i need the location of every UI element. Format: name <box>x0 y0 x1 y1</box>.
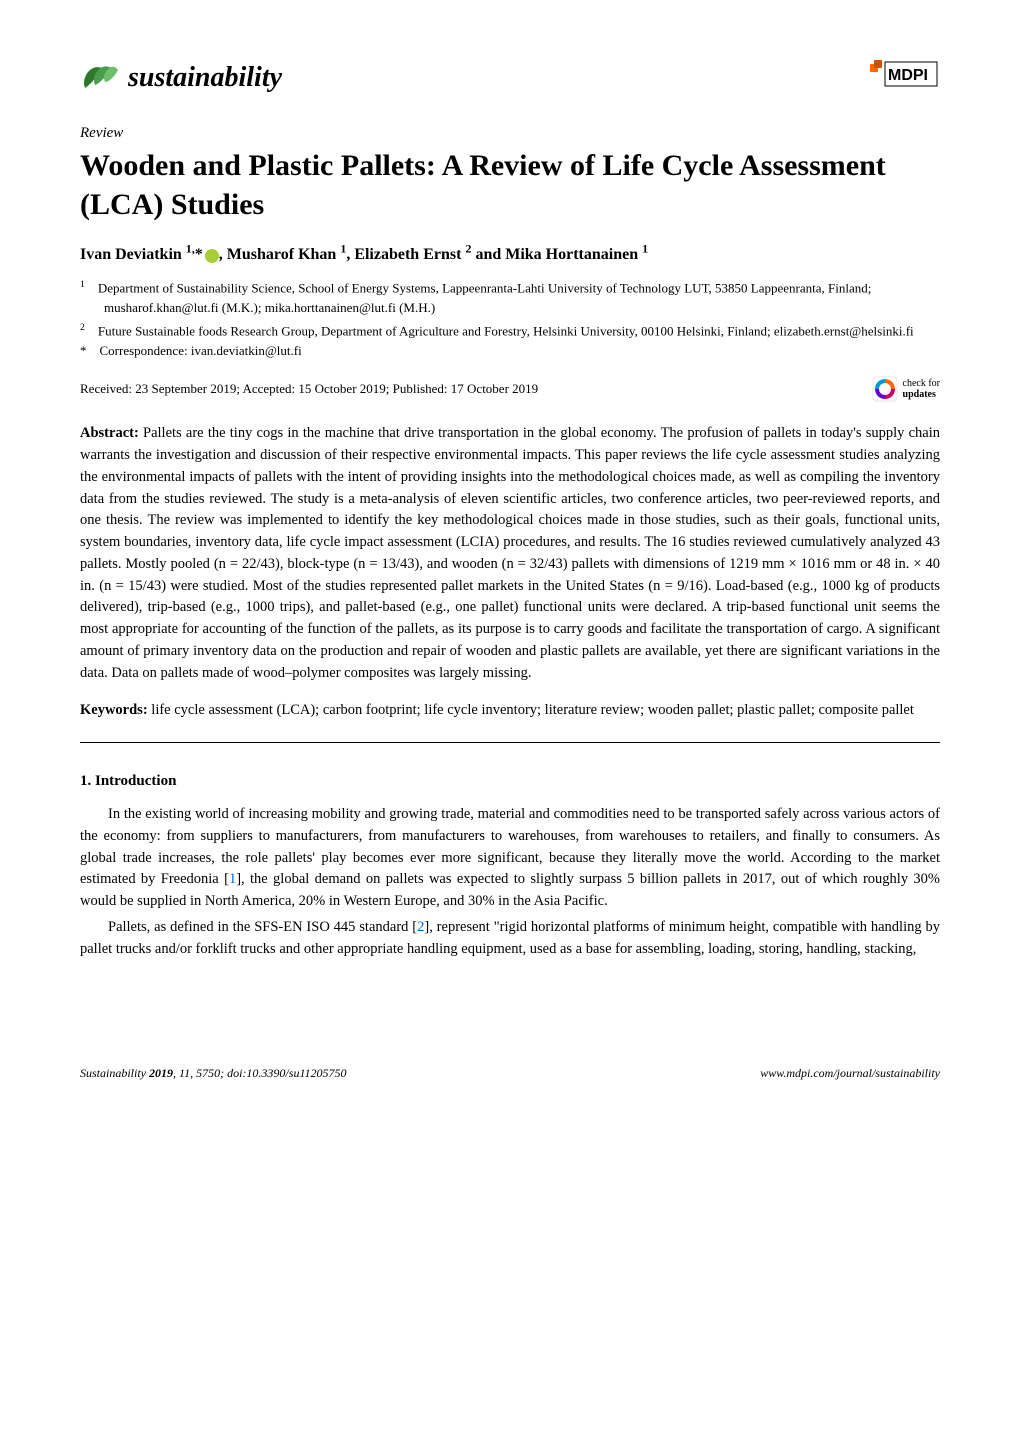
check-updates-icon <box>871 375 899 403</box>
journal-logo: sustainability <box>80 60 282 95</box>
para-text: Pallets, as defined in the SFS-EN ISO 44… <box>108 919 417 935</box>
affiliation-text: Future Sustainable foods Research Group,… <box>98 323 914 338</box>
keywords: Keywords: life cycle assessment (LCA); c… <box>80 700 940 722</box>
footer-right: www.mdpi.com/journal/sustainability <box>760 1066 940 1081</box>
footer: Sustainability 2019, 11, 5750; doi:10.33… <box>80 1060 940 1081</box>
check-line2: updates <box>903 389 940 400</box>
dates-row: Received: 23 September 2019; Accepted: 1… <box>80 375 940 403</box>
check-updates-text: check for updates <box>903 378 940 400</box>
intro-para-2: Pallets, as defined in the SFS-EN ISO 44… <box>80 917 940 961</box>
article-type: Review <box>80 125 940 142</box>
affiliation-2: 2 Future Sustainable foods Research Grou… <box>80 321 940 341</box>
author-1: Ivan Deviatkin 1,* <box>80 246 203 263</box>
footer-left: Sustainability 2019, 11, 5750; doi:10.33… <box>80 1066 347 1081</box>
divider <box>80 742 940 743</box>
abstract: Abstract: Pallets are the tiny cogs in t… <box>80 423 940 684</box>
correspondence-text: Correspondence: ivan.deviatkin@lut.fi <box>100 343 302 358</box>
publication-dates: Received: 23 September 2019; Accepted: 1… <box>80 381 538 397</box>
journal-name: sustainability <box>128 62 282 94</box>
publisher-logo: MDPI <box>870 60 940 95</box>
intro-para-1: In the existing world of increasing mobi… <box>80 804 940 913</box>
orcid-icon[interactable] <box>205 249 219 263</box>
affiliation-text: Department of Sustainability Science, Sc… <box>98 281 871 316</box>
abstract-text: Pallets are the tiny cogs in the machine… <box>80 425 940 680</box>
affiliation-num: 1 <box>80 279 85 290</box>
check-line1: check for <box>903 378 940 389</box>
leaf-icon <box>80 60 120 95</box>
correspondence-marker: * <box>80 343 87 358</box>
section-heading-1: 1. Introduction <box>80 773 940 790</box>
keywords-label: Keywords: <box>80 702 148 718</box>
article-title: Wooden and Plastic Pallets: A Review of … <box>80 146 940 224</box>
correspondence: * Correspondence: ivan.deviatkin@lut.fi <box>80 343 940 359</box>
authors: Ivan Deviatkin 1,* , Musharof Khan 1, Eli… <box>80 242 940 264</box>
abstract-label: Abstract: <box>80 425 139 441</box>
svg-text:MDPI: MDPI <box>888 67 928 84</box>
affiliation-num: 2 <box>80 322 85 333</box>
keywords-text: life cycle assessment (LCA); carbon foot… <box>151 702 914 718</box>
check-updates-badge[interactable]: check for updates <box>871 375 940 403</box>
header-row: sustainability MDPI <box>80 60 940 95</box>
affiliation-1: 1 Department of Sustainability Science, … <box>80 278 940 317</box>
authors-rest: , Musharof Khan 1, Elizabeth Ernst 2 and… <box>219 246 648 263</box>
